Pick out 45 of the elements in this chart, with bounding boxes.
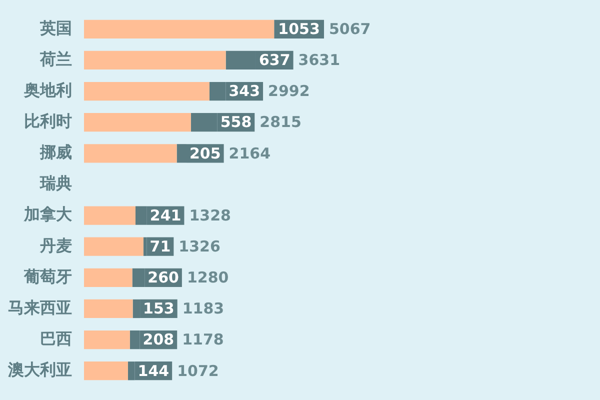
data-label: 153: [143, 300, 174, 318]
y-tick-label: 挪威: [39, 142, 72, 162]
data-label: 208: [142, 330, 174, 349]
bar: [84, 144, 177, 163]
total-label: 3631: [298, 51, 340, 70]
y-tick-label: 荷兰: [39, 49, 72, 68]
bar: [84, 20, 274, 38]
bar: [84, 50, 226, 70]
bar: [84, 330, 130, 350]
y-tick-label: 比利时: [24, 111, 72, 130]
y-tick-label: 丹麦: [39, 236, 72, 255]
bar: [84, 299, 133, 318]
bar: [84, 82, 210, 101]
total-label: 2992: [268, 82, 310, 100]
total-label: 5067: [329, 20, 371, 38]
y-tick-label: 葡萄牙: [23, 266, 72, 286]
total-label: 1280: [186, 268, 229, 287]
bar: [84, 237, 144, 256]
y-tick-label: 加拿大: [23, 204, 73, 224]
y-tick-label: 奥地利: [23, 80, 72, 100]
bar: [84, 206, 136, 225]
total-label: 1183: [182, 300, 224, 318]
data-label: 343: [228, 82, 260, 100]
bar: [84, 113, 191, 132]
y-tick-label: 英国: [39, 18, 72, 38]
y-tick-label: 巴西: [40, 328, 72, 348]
data-label: 241: [150, 206, 182, 224]
data-label: 260: [148, 268, 179, 287]
data-label: 558: [220, 113, 252, 132]
data-label: 144: [138, 362, 170, 380]
total-label: 2815: [260, 113, 302, 132]
total-label: 2164: [228, 144, 271, 162]
data-label: 71: [150, 237, 171, 256]
bar: [84, 362, 128, 380]
total-label: 1072: [177, 362, 219, 380]
y-tick-label: 瑞典: [39, 174, 72, 193]
data-label: 637: [258, 51, 290, 70]
total-label: 1326: [178, 237, 220, 256]
y-tick-label: 马来西亚: [8, 298, 72, 317]
total-label: 1178: [182, 330, 224, 349]
data-label: 205: [190, 144, 221, 162]
y-tick-label: 澳大利亚: [7, 360, 72, 380]
bar: [84, 268, 132, 287]
data-label: 1053: [278, 20, 320, 38]
total-label: 1328: [189, 206, 231, 224]
